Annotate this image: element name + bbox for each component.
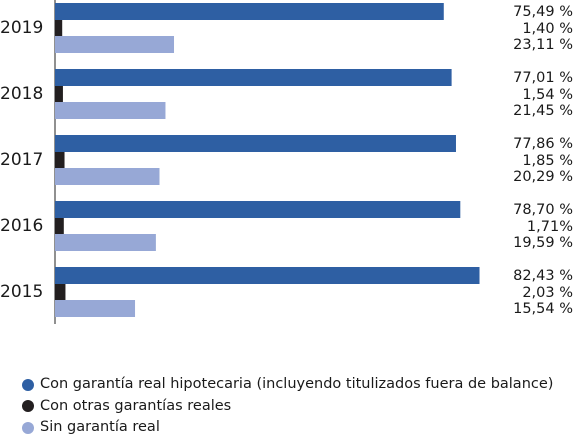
bar-mortgage-2016	[55, 201, 461, 218]
legend-label-unsecured: Sin garantía real	[40, 419, 160, 435]
category-label: 2018	[0, 84, 43, 104]
legend-item-unsecured: Sin garantía real	[22, 417, 553, 439]
data-label-mortgage-2017: 77,86 %	[513, 136, 573, 152]
bar-unsecured-2016	[55, 234, 156, 251]
category-label: 2015	[0, 282, 43, 302]
chart-legend: Con garantía real hipotecaria (incluyend…	[22, 374, 553, 439]
data-label-unsecured-2018: 21,45 %	[513, 103, 573, 119]
bar-group-2019: 2019 75,49 %1,40 %23,11 %	[0, 3, 573, 53]
category-label: 2016	[0, 216, 43, 236]
data-label-mortgage-2015: 82,43 %	[513, 268, 573, 284]
data-label-other-guarantees-2016: 1,71%	[527, 219, 573, 235]
bar-other-guarantees-2015	[55, 284, 66, 301]
legend-label-mortgage: Con garantía real hipotecaria (incluyend…	[40, 376, 554, 392]
bar-other-guarantees-2018	[55, 86, 63, 103]
bar-mortgage-2017	[55, 135, 456, 152]
bar-mortgage-2015	[55, 267, 480, 284]
legend-item-mortgage: Con garantía real hipotecaria (incluyend…	[22, 374, 553, 396]
data-label-unsecured-2017: 20,29 %	[513, 169, 573, 185]
data-label-other-guarantees-2018: 1,54 %	[522, 87, 573, 103]
category-label: 2019	[0, 18, 43, 38]
legend-item-other-guarantees: Con otras garantías reales	[22, 396, 553, 418]
legend-label-other-guarantees: Con otras garantías reales	[40, 397, 232, 414]
bar-mortgage-2019	[55, 3, 444, 20]
bar-other-guarantees-2019	[55, 20, 63, 37]
bar-unsecured-2015	[55, 300, 136, 317]
data-label-mortgage-2016: 78,70 %	[513, 202, 573, 218]
bar-other-guarantees-2017	[55, 152, 65, 169]
bar-chart: 2019 75,49 %1,40 %23,11 % 2018 77,01 %1,54 …	[0, 0, 573, 324]
bar-group-2018: 2018 77,01 %1,54 %21,45 %	[0, 69, 573, 119]
data-label-other-guarantees-2017: 1,85 %	[522, 153, 573, 169]
data-label-unsecured-2016: 19,59 %	[513, 235, 573, 251]
legend-marker-mortgage	[22, 378, 34, 391]
bar-mortgage-2018	[55, 69, 452, 86]
bar-unsecured-2017	[55, 168, 160, 185]
data-label-mortgage-2018: 77,01 %	[513, 70, 573, 86]
data-label-mortgage-2019: 75,49 %	[513, 4, 573, 20]
bar-unsecured-2019	[55, 36, 175, 53]
bar-group-2017: 2017 77,86 %1,85 %20,29 %	[0, 135, 573, 185]
legend-marker-unsecured	[22, 421, 34, 434]
data-label-other-guarantees-2019: 1,40 %	[522, 21, 573, 37]
data-label-other-guarantees-2015: 2,03 %	[522, 285, 573, 301]
data-label-unsecured-2015: 15,54 %	[513, 301, 573, 317]
legend-marker-other-guarantees	[22, 400, 34, 413]
bar-other-guarantees-2016	[55, 218, 64, 235]
category-label: 2017	[0, 150, 43, 170]
bar-group-2016: 2016 78,70 %1,71%19,59 %	[0, 201, 573, 251]
bar-group-2015: 2015 82,43 %2,03 %15,54 %	[0, 267, 573, 317]
bar-unsecured-2018	[55, 102, 166, 119]
data-label-unsecured-2019: 23,11 %	[513, 37, 573, 53]
